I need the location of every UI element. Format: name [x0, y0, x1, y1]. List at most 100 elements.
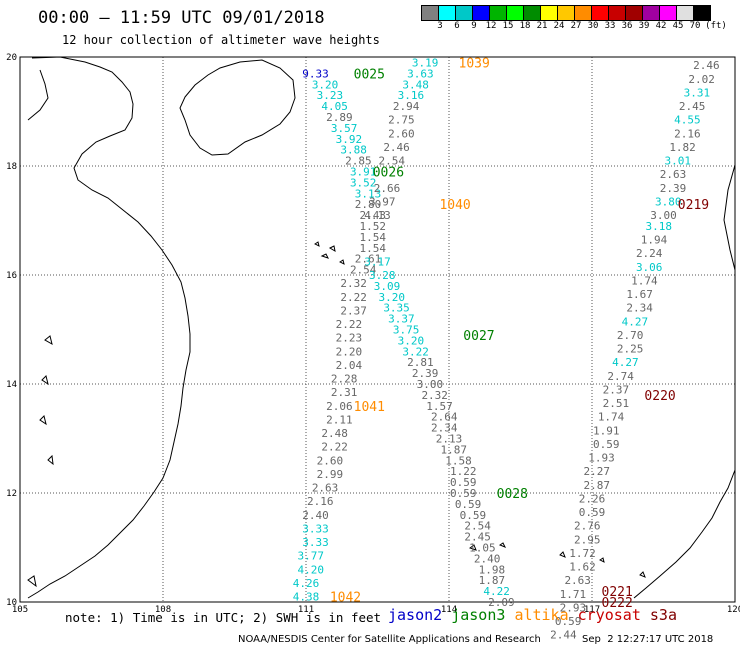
colorbar-tick-label: 18: [519, 21, 531, 31]
legend-entry-s3a: s3a: [649, 606, 677, 624]
colorbar-tick-label: 36: [621, 21, 633, 31]
wave-height-value: 3.88: [340, 144, 367, 157]
wave-height-value: 3.37: [388, 313, 415, 326]
wave-height-value: 2.37: [603, 383, 630, 396]
wave-height-value: 2.43: [359, 209, 386, 222]
wave-height-value: 1.22: [450, 465, 477, 478]
legend-entry-cryosat: cryosat: [577, 606, 650, 624]
colorbar-tick-label: 39: [638, 21, 650, 31]
wave-height-value: 1.87: [479, 574, 506, 587]
wave-height-value: 1.82: [669, 141, 696, 154]
pass-label-0221: 0221: [602, 585, 633, 600]
colorbar-tick-label: 33: [604, 21, 616, 31]
wave-height-value: 1.05: [469, 542, 496, 555]
wave-height-value: 3.09: [374, 280, 401, 293]
wave-height-value: 4.38: [293, 591, 320, 604]
pass-label-1039: 1039: [459, 56, 490, 71]
colorbar-tick-label: 45: [672, 21, 684, 31]
colorbar-swatch: [693, 5, 711, 21]
wave-height-value: 3.00: [650, 209, 677, 222]
wave-height-value: 2.54: [350, 264, 377, 277]
wave-height-value: 4.05: [321, 100, 348, 113]
wave-height-value: 3.20: [398, 334, 425, 347]
wave-height-value: 2.39: [412, 367, 439, 380]
longitude-label: 108: [155, 605, 171, 615]
wave-height-value: 3.91: [350, 165, 377, 178]
wave-height-value: 3.19: [412, 56, 439, 69]
wave-height-value: 2.60: [388, 127, 415, 140]
latitude-label: 14: [6, 380, 17, 390]
latitude-labels: 20 18 16 14 12 10: [6, 53, 17, 608]
wave-height-value: 2.46: [693, 59, 720, 72]
wave-height-value: 2.76: [574, 520, 601, 533]
wave-height-value: 2.02: [688, 73, 715, 86]
wave-height-value: 1.58: [445, 454, 472, 467]
legend-entry-altika: altika: [514, 606, 578, 624]
wave-height-value: 0.59: [460, 509, 487, 522]
reef-islands: [468, 542, 646, 578]
wave-height-value: 3.77: [298, 550, 325, 563]
wave-height-value: 2.93: [560, 601, 587, 614]
palawan-coast: [633, 469, 736, 599]
generation-timestamp: Sep 2 12:27:17 UTC 2018: [582, 634, 714, 645]
wave-height-value: 3.57: [331, 122, 358, 135]
credit-line: NOAA/NESDIS Center for Satellite Applica…: [238, 634, 541, 645]
wave-height-value: 2.46: [383, 141, 410, 154]
wave-height-value: 2.06: [326, 400, 353, 413]
wave-height-value: 2.27: [584, 465, 611, 478]
wave-height-value: 2.64: [431, 411, 458, 424]
wave-height-value: 0.59: [450, 476, 477, 489]
wave-height-value: 2.60: [317, 454, 344, 467]
latitude-label: 10: [6, 598, 17, 608]
wave-height-value: 2.34: [626, 302, 653, 315]
wave-height-value: 2.99: [317, 468, 344, 481]
legend-entry-jason3: jason3: [451, 606, 515, 624]
wave-height-value: 1.67: [626, 288, 653, 301]
wave-height-value: 2.45: [679, 100, 706, 113]
pass-label-0028: 0028: [497, 487, 528, 502]
wave-height-value: 2.75: [388, 114, 415, 127]
wave-height-value: 3.48: [402, 78, 429, 91]
wave-height-value: 3.22: [402, 345, 429, 358]
wave-height-value: 3.23: [317, 89, 344, 102]
wave-height-value: 1.57: [426, 400, 453, 413]
wave-height-value: 1.98: [479, 563, 506, 576]
wave-height-value: 2.74: [607, 370, 634, 383]
colorbar-tick-label: 3: [437, 21, 443, 31]
wave-height-value: 0.59: [593, 438, 620, 451]
wave-height-value: 2.34: [431, 422, 458, 435]
colorbar-tick-label: 15: [502, 21, 514, 31]
colorbar-tick-label: 12: [485, 21, 497, 31]
wave-height-value: 2.39: [660, 182, 687, 195]
vietnam-coast: [27, 56, 191, 599]
wave-height-value: 3.52: [350, 176, 377, 189]
longitude-label: 111: [298, 605, 314, 615]
wave-height-value: 3.80: [655, 195, 682, 208]
footer-note: note: 1) Time is in UTC; 2) SWH is in fe…: [65, 610, 382, 625]
wave-height-value: 2.23: [336, 332, 363, 345]
wave-height-value: 2.44: [550, 629, 577, 642]
wave-height-value: 2.94: [393, 100, 420, 113]
wave-height-value: 3.20: [312, 78, 339, 91]
wave-height-value: 1.52: [359, 220, 386, 233]
wave-height-value: 4.22: [483, 585, 510, 598]
wave-height-value: 1.94: [641, 234, 668, 247]
wave-height-value: 3.01: [665, 155, 692, 168]
altimeter-tracks: 9.333.203.234.052.893.573.923.882.853.91…: [293, 56, 720, 641]
wave-height-value: 2.22: [321, 441, 348, 454]
pass-label-0026: 0026: [373, 165, 404, 180]
wave-height-value: 2.40: [474, 552, 501, 565]
wave-height-value: 4.27: [612, 356, 639, 369]
wave-height-value: 2.70: [617, 329, 644, 342]
wave-height-value: 3.16: [398, 89, 425, 102]
satellite-legend: jason2 jason3 altika cryosat s3a: [388, 606, 677, 624]
wave-height-value: 4.27: [622, 315, 649, 328]
wave-height-value: 2.61: [355, 253, 382, 266]
wave-height-value: 2.54: [464, 520, 491, 533]
wave-height-value: 2.45: [464, 531, 491, 544]
wave-height-value: 2.32: [421, 389, 448, 402]
colorbar-tick-label: 24: [553, 21, 565, 31]
wave-height-value: 2.95: [574, 533, 601, 546]
wave-height-value: 2.48: [321, 427, 348, 440]
